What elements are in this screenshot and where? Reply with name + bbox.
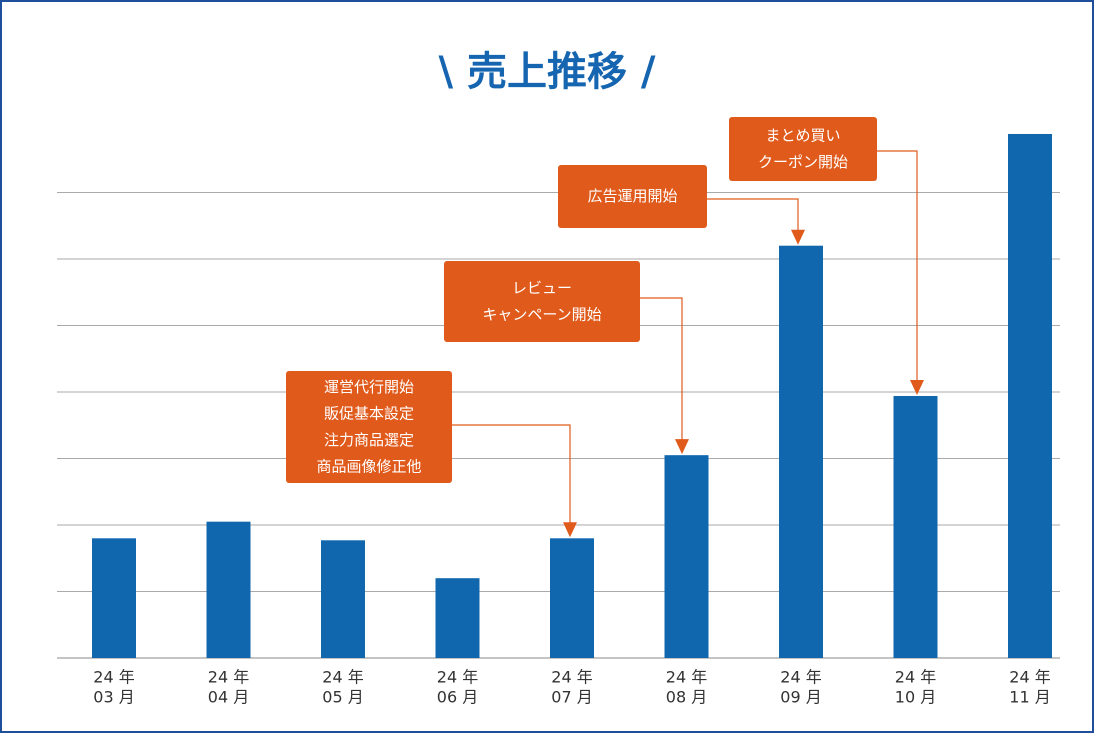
connector: [707, 198, 799, 232]
annotation-box: [444, 261, 640, 342]
annotation-text: まとめ買い: [765, 126, 840, 144]
arrowhead: [791, 229, 805, 245]
x-tick-label: 24 年: [551, 668, 592, 687]
x-tick-label: 09 月: [780, 688, 821, 707]
connector: [877, 150, 918, 382]
annotation-text: 商品画像修正他: [316, 457, 421, 475]
arrowhead: [910, 379, 924, 395]
bar: [664, 455, 709, 658]
annotation-text: レビュー: [512, 279, 572, 297]
x-tick-label: 24 年: [437, 668, 478, 687]
x-tick-label: 11 月: [1009, 688, 1050, 707]
x-tick-label: 24 年: [322, 668, 363, 687]
x-tick-label: 07 月: [551, 688, 592, 707]
annotation-text: 販促基本設定: [324, 404, 414, 422]
arrowhead: [675, 439, 689, 455]
x-tick-label: 06 月: [437, 688, 478, 707]
annotation-text: 運営代行開始: [324, 378, 414, 396]
x-tick-label: 05 月: [322, 688, 363, 707]
annotation-box: [286, 371, 452, 483]
x-tick-label: 08 月: [666, 688, 707, 707]
annotation-text: クーポン開始: [758, 153, 848, 171]
connector: [640, 297, 683, 442]
x-tick-label: 04 月: [208, 688, 249, 707]
bar: [1008, 133, 1052, 659]
connector: [452, 424, 571, 525]
chart-title: \ 売上推移 /: [438, 49, 655, 95]
bar: [550, 538, 594, 658]
annotation-box: [729, 117, 877, 181]
annotation-text: 注力商品選定: [324, 431, 414, 449]
annotation-text: キャンペーン開始: [482, 305, 601, 323]
arrowhead: [563, 522, 577, 538]
x-tick-label: 24 年: [895, 668, 936, 687]
x-tick-label: 10 月: [895, 688, 936, 707]
bar: [92, 538, 136, 658]
x-tick-label: 24 年: [208, 668, 249, 687]
bar: [206, 521, 251, 658]
bar: [435, 578, 480, 658]
x-tick-label: 24 年: [780, 668, 821, 687]
annotation-box: [558, 165, 707, 228]
bar: [893, 395, 938, 658]
x-tick-label: 03 月: [93, 688, 134, 707]
bar: [321, 540, 365, 658]
x-tick-label: 24 年: [666, 668, 707, 687]
x-tick-label: 24 年: [93, 668, 134, 687]
annotation-text: 広告運用開始: [587, 187, 677, 205]
bar: [779, 245, 823, 658]
x-tick-label: 24 年: [1009, 668, 1050, 687]
